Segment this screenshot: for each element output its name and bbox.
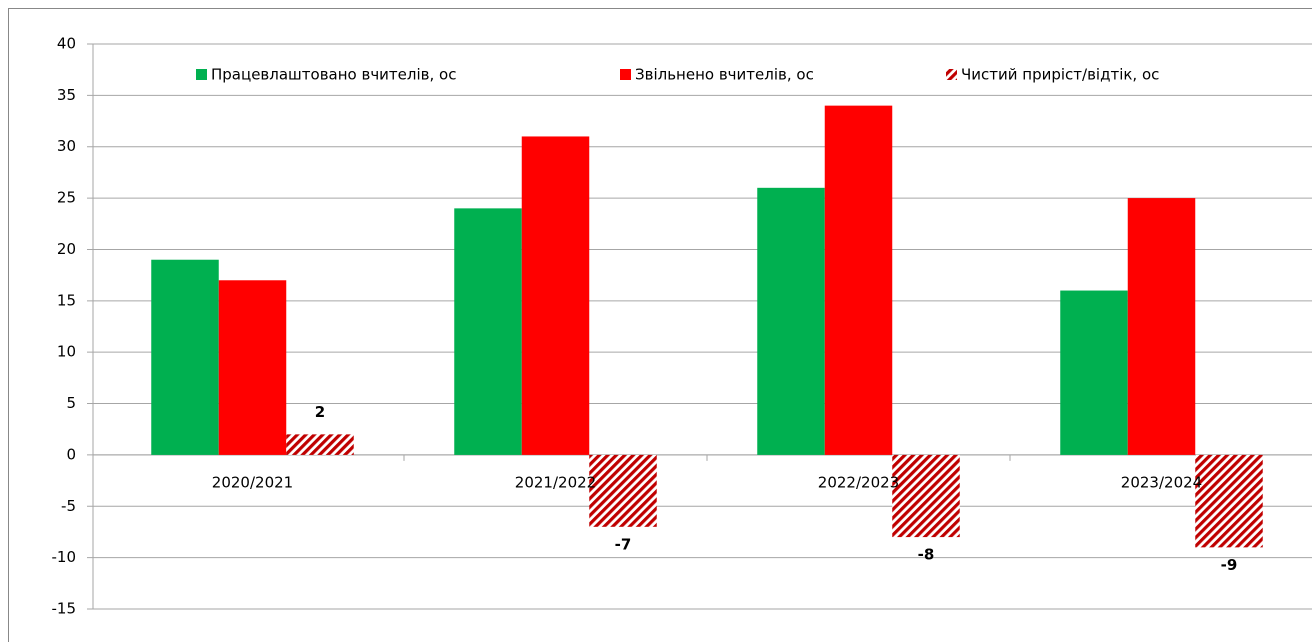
y-tick-label: 10: [57, 343, 76, 361]
data-label: -9: [1221, 556, 1238, 574]
bar: [824, 105, 893, 455]
bar: [218, 280, 287, 455]
bar: [286, 434, 354, 455]
data-label: -8: [918, 546, 935, 564]
bar: [892, 454, 960, 538]
bar: [757, 187, 825, 455]
y-tick-label: 25: [57, 189, 76, 207]
y-tick-label: 5: [66, 394, 76, 412]
legend-label: Чистий приріст/відтік, ос: [961, 66, 1159, 84]
y-tick-label: 40: [57, 35, 76, 53]
bar: [589, 454, 657, 527]
data-label: -7: [615, 535, 632, 553]
x-tick-label: 2020/2021: [212, 473, 293, 491]
legend-swatch: [620, 69, 631, 80]
y-tick-label: 35: [57, 86, 76, 104]
legend-item: Працевлаштовано вчителів, ос: [196, 66, 456, 84]
y-tick-label: 0: [66, 445, 76, 463]
x-tick-label: 2021/2022: [515, 473, 596, 491]
bar: [151, 259, 219, 455]
x-tick-label: 2022/2023: [818, 473, 899, 491]
bar: [1060, 290, 1128, 455]
x-tick-label: 2023/2024: [1121, 473, 1202, 491]
y-tick-label: 30: [57, 137, 76, 155]
legend-label: Працевлаштовано вчителів, ос: [211, 66, 456, 84]
y-tick-label: 20: [57, 240, 76, 258]
legend-label: Звільнено вчителів, ос: [635, 66, 814, 84]
legend-item: Чистий приріст/відтік, ос: [946, 66, 1159, 84]
legend-item: Звільнено вчителів, ос: [620, 66, 814, 84]
y-tick-label: 15: [57, 291, 76, 309]
bar: [521, 136, 590, 455]
bar: [1127, 198, 1196, 455]
data-label: 2: [315, 403, 325, 421]
y-tick-label: -5: [61, 497, 76, 515]
bar: [454, 208, 522, 455]
bar: [1195, 454, 1263, 548]
y-tick-label: -10: [52, 548, 77, 566]
y-tick-label: -15: [52, 600, 77, 618]
legend-swatch: [196, 69, 207, 80]
legend-swatch: [946, 69, 957, 80]
